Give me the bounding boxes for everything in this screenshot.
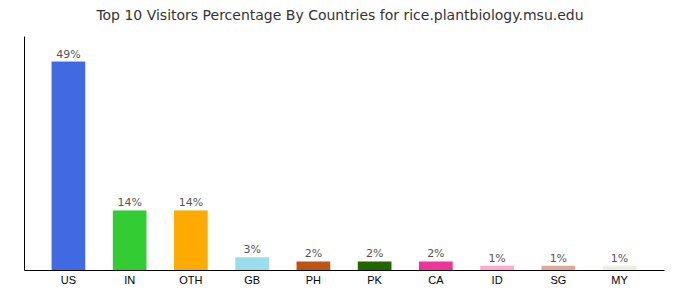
x-tick: SG	[550, 270, 566, 286]
plot: 49% 14% 14% 3% 2% 2% 2% 1% 1% 1% US IN OTH GB PH PK CA ID…	[25, 37, 665, 286]
bar	[603, 266, 637, 270]
data-label: 3%	[243, 243, 260, 256]
x-tick: PH	[306, 270, 321, 286]
data-labels: 49% 14% 14% 3% 2% 2% 2% 1% 1% 1%	[56, 48, 628, 265]
bar	[174, 210, 208, 270]
data-label: 1%	[550, 252, 567, 265]
x-tick-label: US	[61, 274, 76, 286]
bar	[419, 261, 453, 270]
x-tick: IN	[124, 270, 135, 286]
x-tick-label: OTH	[179, 274, 202, 286]
x-tick-label: SG	[550, 274, 566, 286]
chart: Top 10 Visitors Percentage By Countries …	[0, 0, 680, 300]
bar	[297, 261, 331, 270]
title: Top 10 Visitors Percentage By Countries …	[95, 7, 583, 23]
bar	[358, 261, 392, 270]
bar	[235, 257, 269, 270]
data-label: 2%	[305, 247, 322, 260]
bar	[113, 210, 147, 270]
x-tick: GB	[244, 270, 260, 286]
x-tick-label: MY	[611, 274, 628, 286]
x-tick: OTH	[179, 270, 202, 286]
x-tick: MY	[611, 270, 628, 286]
bars	[52, 62, 637, 270]
data-label: 2%	[427, 247, 444, 260]
y-axis	[24, 37, 25, 271]
data-label: 2%	[366, 247, 383, 260]
data-label: 14%	[179, 196, 203, 209]
x-tick-label: ID	[492, 274, 503, 286]
data-label: 49%	[56, 48, 80, 61]
x-tick: ID	[492, 270, 503, 286]
x-tick-label: GB	[244, 274, 260, 286]
x-tick-label: PH	[306, 274, 321, 286]
y-axis-line	[24, 37, 25, 271]
x-tick: PK	[367, 270, 382, 286]
bar	[480, 266, 514, 270]
x-axis: US IN OTH GB PH PK CA ID SG MY	[25, 270, 665, 286]
data-label: 1%	[611, 252, 628, 265]
x-tick-label: CA	[428, 274, 444, 286]
x-tick-label: IN	[124, 274, 135, 286]
x-tick: US	[61, 270, 76, 286]
data-label: 1%	[488, 252, 505, 265]
x-tick-label: PK	[367, 274, 382, 286]
bar	[52, 62, 86, 270]
x-tick: CA	[428, 270, 444, 286]
x-axis-line	[25, 270, 665, 271]
bar	[542, 266, 576, 270]
data-label: 14%	[117, 196, 141, 209]
